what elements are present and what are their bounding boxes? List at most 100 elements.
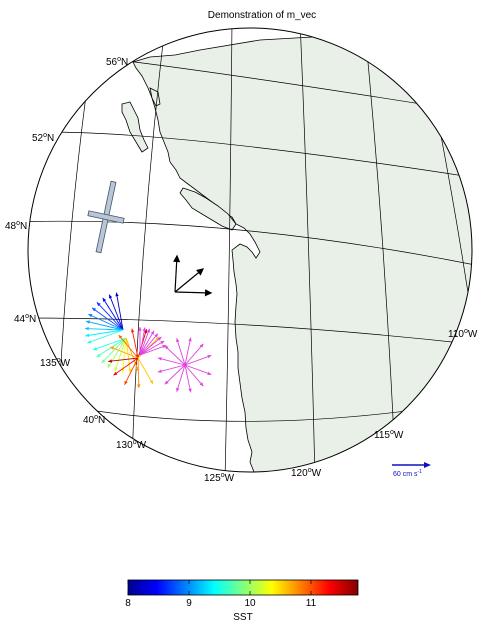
vector-arrow-shaft [125, 337, 139, 372]
map-frame [27, 27, 473, 473]
vector-arrow [88, 313, 124, 331]
vector-arrow [87, 329, 124, 344]
vector-arrow-shaft [102, 297, 124, 331]
vector-arrow [101, 337, 127, 364]
vector-arrow-head [137, 384, 141, 388]
vector-arrow-head [188, 337, 192, 342]
vector-arrow-head [108, 359, 112, 363]
vector-arrow-head [124, 380, 128, 385]
vector-arrow-head [150, 330, 154, 335]
vector-arrow [139, 330, 155, 356]
vector-arrow [184, 364, 192, 393]
vector-arrow [91, 307, 124, 331]
vector-arrow [118, 334, 139, 359]
vector-arrow-shaft [164, 345, 186, 366]
vector-arrow-shaft [184, 364, 204, 387]
vector-arrow [108, 294, 124, 331]
longitude-line [299, 28, 316, 472]
vector-arrow-head [155, 336, 160, 341]
vector-arrow-head [118, 335, 123, 339]
vector-arrow-shaft [91, 307, 124, 331]
vector-arrow-shaft [139, 330, 155, 356]
vector-arrow [139, 340, 165, 356]
land-island-vancouver [179, 187, 237, 231]
axis-arrow-diagonal-shaft [174, 268, 204, 293]
lat-label: 52oN [32, 132, 54, 144]
axis-arrow-north [173, 254, 181, 293]
vector-arrow-shaft [157, 357, 186, 366]
land-island-haida [121, 101, 149, 153]
vector-arrow-head [128, 368, 132, 373]
vector-arrow-shaft [184, 364, 192, 393]
vector-fan-magenta-lower [157, 337, 212, 393]
vector-arrow [85, 329, 124, 338]
land-mainland [132, 35, 472, 472]
lon-label: 110oW [448, 328, 478, 340]
demo-axis-arrows [173, 254, 213, 297]
vector-arrow-head [85, 333, 90, 338]
vector-arrow [108, 357, 139, 363]
vector-arrow [137, 357, 154, 385]
vector-arrow-head [143, 329, 148, 334]
vector-arrow [113, 357, 139, 376]
vector-arrow-shaft [139, 336, 162, 356]
axis-arrow-east-head [204, 289, 213, 297]
vector-arrow-shaft [131, 328, 139, 359]
vector-arrow-shaft [85, 328, 124, 331]
vector-arrow-head [142, 327, 146, 332]
vector-arrow [137, 357, 141, 389]
axis-arrow-north-shaft [174, 255, 178, 293]
vector-arrow-head [101, 359, 106, 364]
vector-arrow-head [115, 292, 119, 297]
lon-label: 135oW [40, 357, 71, 369]
vector-arrow [157, 357, 186, 366]
ellipse-minor-axis [87, 210, 125, 224]
vector-arrow-head [138, 327, 142, 331]
vector-arrow [85, 326, 124, 331]
vector-arrow-head [85, 326, 89, 331]
colorbar: 8 9 10 11 SST [125, 579, 359, 623]
vector-arrow-head [176, 338, 180, 343]
colorbar-tick-label: 9 [186, 598, 192, 609]
vector-arrow-head [107, 363, 112, 368]
colorbar-tick-label: 8 [125, 598, 131, 609]
scale-arrowhead [424, 462, 431, 468]
vector-arrow-shaft [122, 337, 127, 373]
vector-arrow-shaft [118, 334, 139, 359]
vector-arrow-shaft [157, 364, 186, 373]
scale-label: 60 cm s-1 [393, 469, 422, 478]
vector-arrow-head [199, 343, 204, 348]
vector-arrow-shaft [176, 338, 186, 366]
vector-arrow-head [149, 379, 153, 384]
vector-arrow-head [157, 369, 162, 373]
vector-arrow-shaft [113, 357, 139, 376]
vector-arrow-head [92, 307, 97, 312]
vector-arrow-shaft [85, 329, 124, 337]
vector-arrow-head [157, 337, 162, 341]
vector-arrow [115, 292, 124, 331]
vector-arrow-head [188, 388, 192, 393]
vector-arrow-shaft [139, 327, 146, 356]
colorbar-ticks [127, 580, 312, 595]
vector-arrow-head [113, 371, 118, 376]
vector-arrow-head [102, 297, 107, 302]
vector-arrow-shaft [109, 346, 139, 359]
vector-arrow-shaft [85, 320, 124, 331]
latitude-line [28, 317, 472, 346]
vector-arrow-head [157, 357, 162, 361]
lat-label: 56oN [106, 56, 128, 68]
lat-labels: 56oN 52oN 48oN 44oN 40oN [5, 56, 128, 426]
vector-arrow-shaft [125, 337, 131, 373]
lon-label: 115oW [374, 429, 404, 441]
vector-arrow-head [146, 328, 150, 333]
vector-arrow [184, 364, 204, 387]
lon-label: 120oW [291, 467, 322, 479]
vector-arrow [139, 327, 146, 356]
vector-arrow [164, 364, 186, 385]
vector-arrow-shaft [139, 328, 150, 356]
vector-arrow-head [96, 302, 101, 307]
vector-arrow [85, 320, 124, 331]
vector-arrow [184, 337, 192, 366]
vector-arrow-head [207, 371, 212, 375]
vector-arrow [157, 364, 186, 373]
